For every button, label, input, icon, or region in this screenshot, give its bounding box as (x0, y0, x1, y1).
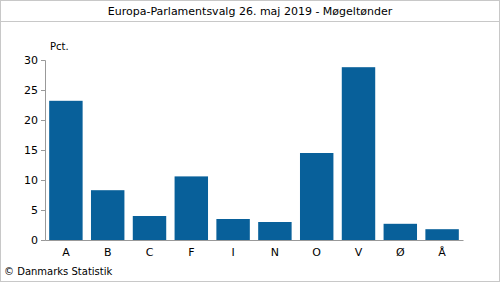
y-tick-mark (41, 240, 45, 241)
title: Europa-Parlamentsvalg 26. maj 2019 - Møg… (108, 5, 393, 18)
x-tick-label: O (312, 246, 321, 259)
y-tick-label: 15 (24, 144, 38, 157)
x-tick: C (146, 240, 154, 259)
x-tick: A (62, 240, 70, 259)
y-axis-title: Pct. (50, 41, 69, 52)
bar (216, 219, 249, 240)
x-tick-label: A (62, 246, 70, 259)
x-tick-label: Å (438, 246, 446, 259)
bar (49, 101, 82, 240)
y-axis-line (41, 61, 46, 241)
y-tick-mark (41, 180, 45, 181)
x-tick: F (188, 240, 194, 259)
x-tick-label: V (355, 246, 363, 259)
y-tick: 0 (31, 234, 45, 247)
y-tick-label: 0 (31, 234, 38, 247)
x-tick: Ø (396, 240, 405, 259)
x-axis-line (46, 240, 464, 241)
x-tick-label: C (146, 246, 154, 259)
x-tick: I (231, 240, 234, 259)
y-tick: 5 (31, 204, 45, 217)
bars (49, 67, 459, 240)
bar (300, 153, 333, 240)
bar (175, 176, 208, 240)
bar (133, 216, 166, 240)
x-tick: B (104, 240, 112, 259)
y-axis: 0 5 10 15 20 25 30 (24, 54, 46, 247)
y-tick-mark (41, 90, 45, 91)
bar (384, 224, 417, 240)
y-tick-mark (41, 60, 45, 61)
x-tick-label: B (104, 246, 112, 259)
x-axis: ABCFINOVØÅ (46, 240, 464, 259)
bar (91, 190, 124, 240)
x-tick: N (271, 240, 279, 259)
frame (1, 1, 500, 282)
x-tick: V (355, 240, 363, 259)
title-rule (0, 21, 500, 22)
y-tick-mark (41, 120, 45, 121)
y-tick-mark (41, 150, 45, 151)
y-tick-mark (41, 210, 45, 211)
chart: Europa-Parlamentsvalg 26. maj 2019 - Møg… (0, 0, 500, 282)
bar (258, 222, 291, 240)
y-tick-label: 20 (24, 114, 38, 127)
y-tick-label: 5 (31, 204, 38, 217)
bar (425, 229, 458, 240)
y-tick: 30 (24, 54, 45, 67)
x-tick-label: N (271, 246, 279, 259)
bar (342, 67, 375, 240)
x-tick: O (312, 240, 321, 259)
y-tick: 25 (24, 84, 45, 97)
y-tick: 20 (24, 114, 45, 127)
source: © Danmarks Statistik (4, 266, 113, 277)
x-tick: Å (438, 240, 446, 259)
x-tick-label: F (188, 246, 194, 259)
y-tick-label: 30 (24, 54, 38, 67)
x-tick-label: I (231, 246, 234, 259)
x-tick-label: Ø (396, 246, 405, 259)
y-tick-label: 10 (24, 174, 38, 187)
y-tick: 15 (24, 144, 45, 157)
y-tick-label: 25 (24, 84, 38, 97)
y-tick: 10 (24, 174, 45, 187)
